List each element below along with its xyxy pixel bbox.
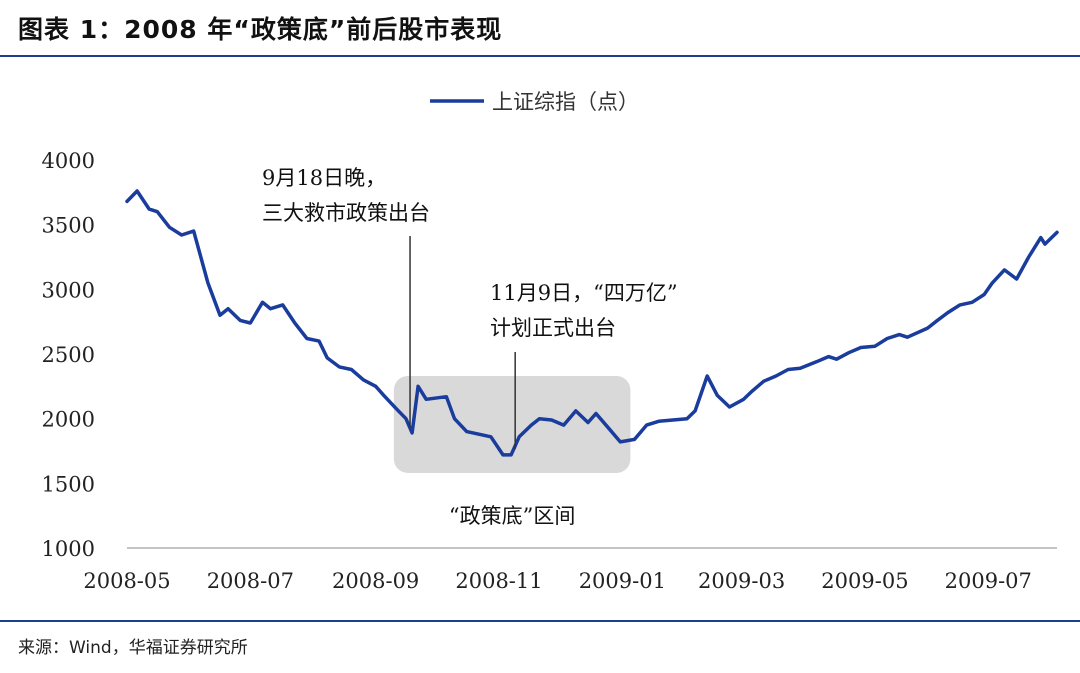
source-note: 来源：Wind，华福证券研究所 xyxy=(18,638,248,658)
annotation-text: 11月9日，“四万亿” xyxy=(490,281,678,305)
y-tick-label: 4000 xyxy=(42,149,95,173)
x-axis-ticks: 2008-05 2008-07 2008-09 2008-11 2009-01 2009-… xyxy=(83,569,1032,593)
x-tick-label: 2009-01 xyxy=(579,569,666,593)
legend-label: 上证综指（点） xyxy=(492,90,639,114)
annotation-text: 计划正式出台 xyxy=(490,316,616,340)
series-line-sse-composite xyxy=(125,189,1059,457)
policy-bottom-region-label: “政策底”区间 xyxy=(449,504,575,528)
x-tick-label: 2008-09 xyxy=(332,569,419,593)
title-rule xyxy=(0,55,1080,57)
legend: 上证综指（点） xyxy=(430,90,639,114)
footer-rule xyxy=(0,620,1080,622)
y-tick-label: 2500 xyxy=(42,343,95,367)
annotation-text: 9月18日晚， xyxy=(262,166,386,190)
x-tick-label: 2009-05 xyxy=(821,569,908,593)
y-axis-ticks: 1000 1500 2000 2500 3000 3500 4000 xyxy=(42,149,95,561)
page-title: 图表 1：2008 年“政策底”前后股市表现 xyxy=(18,15,503,44)
y-tick-label: 2000 xyxy=(42,408,95,432)
y-tick-label: 3000 xyxy=(42,278,95,302)
annotation-text: 三大救市政策出台 xyxy=(262,201,430,225)
x-tick-label: 2009-03 xyxy=(698,569,785,593)
y-tick-label: 1500 xyxy=(42,472,95,496)
x-tick-label: 2008-11 xyxy=(455,569,542,593)
x-tick-label: 2009-07 xyxy=(945,569,1032,593)
x-tick-label: 2008-07 xyxy=(207,569,294,593)
policy-bottom-region xyxy=(393,375,631,473)
y-tick-label: 3500 xyxy=(42,214,95,238)
y-tick-label: 1000 xyxy=(42,537,95,561)
annotations: 9月18日晚， 三大救市政策出台 11月9日，“四万亿” 计划正式出台 xyxy=(262,166,678,449)
x-tick-label: 2008-05 xyxy=(83,569,170,593)
